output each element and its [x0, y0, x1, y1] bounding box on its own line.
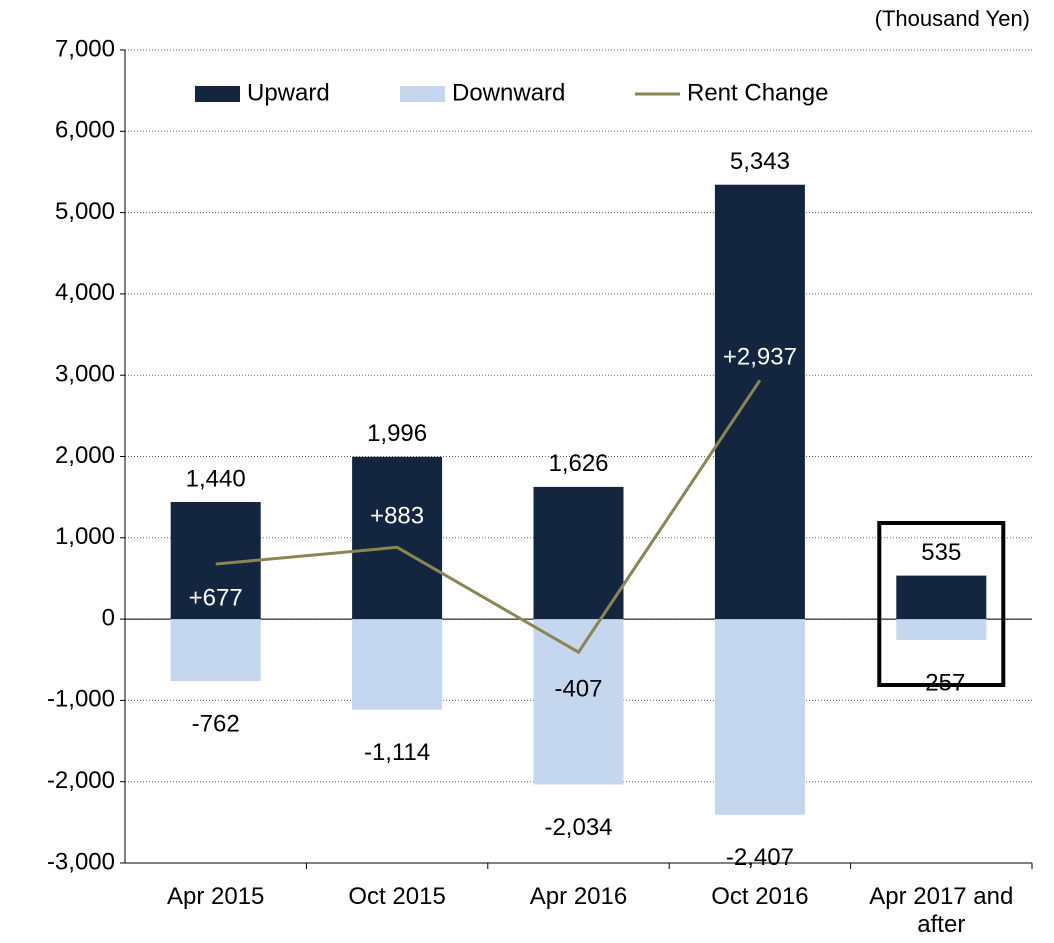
y-tick-label: -3,000: [47, 848, 115, 875]
x-tick-label: Oct 2015: [348, 883, 446, 910]
y-tick-label: 1,000: [55, 523, 115, 550]
bar: [352, 456, 443, 620]
legend-label: Downward: [452, 79, 565, 106]
bar: [533, 486, 624, 620]
line: [215, 379, 762, 655]
bar: [714, 619, 805, 815]
y-tick-label: 3,000: [55, 361, 115, 388]
y-tick-label: 4,000: [55, 279, 115, 306]
bar: [533, 619, 624, 785]
bar: [714, 184, 805, 620]
value-label: 1,996: [367, 420, 427, 447]
highlight-box: [877, 521, 1006, 687]
value-label: 1,626: [548, 450, 608, 477]
value-label: -257: [917, 669, 965, 696]
x-tick-label: Apr 2017 and after: [869, 883, 1014, 938]
value-label: -407: [554, 676, 602, 703]
unit-label: (Thousand Yen): [875, 6, 1030, 31]
value-label: -1,114: [364, 739, 430, 766]
y-tick-label: 2,000: [55, 442, 115, 469]
x-tick-label: Apr 2015: [166, 883, 265, 910]
value-label: +2,937: [723, 344, 797, 371]
value-label: 5,343: [730, 148, 790, 175]
y-tick-label: -1,000: [47, 686, 115, 713]
x-tick-label: Apr 2016: [529, 883, 628, 910]
value-label: +677: [189, 584, 243, 611]
bar: [896, 575, 987, 620]
value-label: 535: [921, 539, 961, 566]
y-tick-label: 7,000: [55, 35, 115, 62]
legend-swatch: [195, 86, 240, 102]
value-label: -762: [192, 710, 240, 737]
y-tick-label: 0: [102, 604, 115, 631]
bar: [170, 619, 261, 682]
legend-swatch: [400, 86, 445, 102]
y-tick-label: 6,000: [55, 117, 115, 144]
y-tick-label: 5,000: [55, 198, 115, 225]
x-tick-label: Oct 2016: [711, 883, 809, 910]
value-label: -2,407: [726, 844, 794, 871]
y-tick-label: -2,000: [47, 767, 115, 794]
value-label: 1,440: [186, 465, 246, 492]
legend-label: Upward: [247, 79, 330, 106]
value-label: -2,034: [544, 814, 612, 841]
legend-label: Rent Change: [687, 79, 828, 106]
bar: [896, 619, 987, 640]
value-label: +883: [370, 503, 424, 530]
bar: [352, 619, 443, 710]
